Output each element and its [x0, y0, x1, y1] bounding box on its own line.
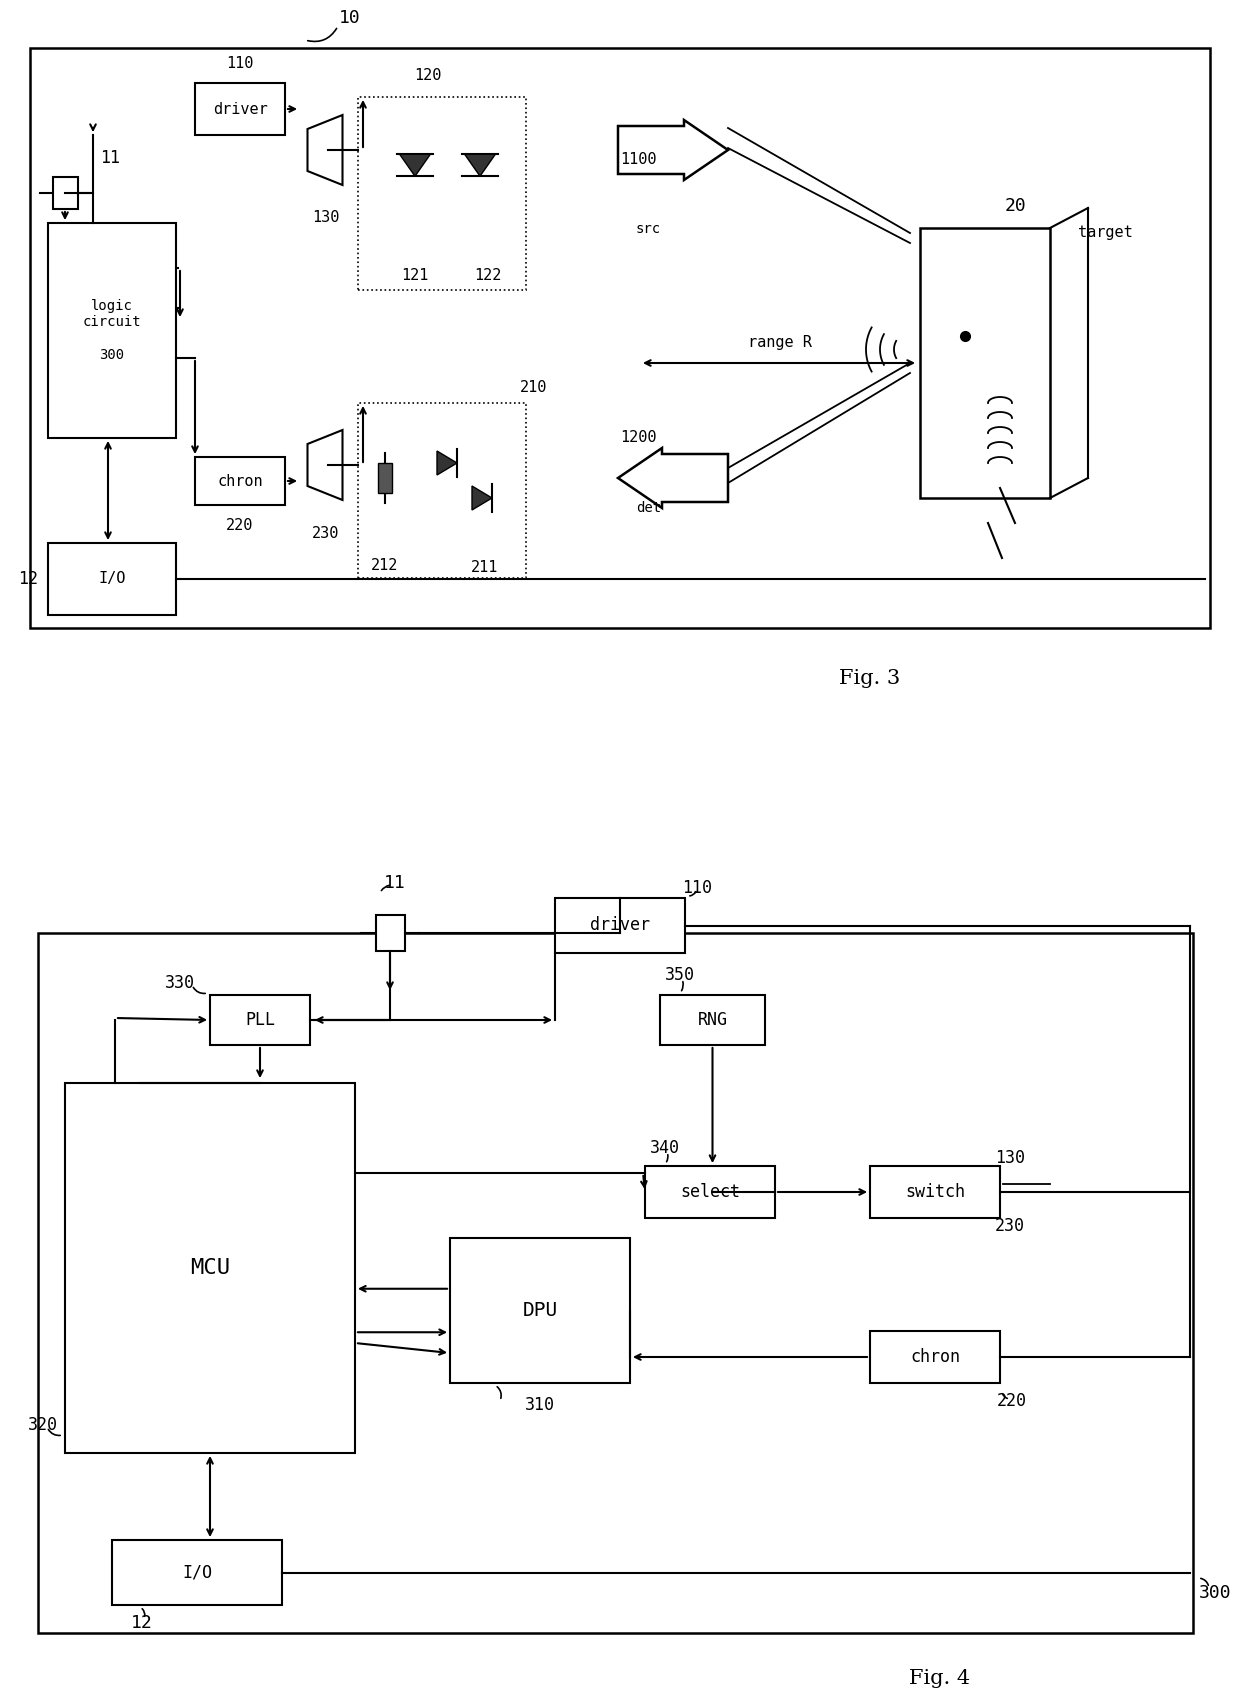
Text: 230: 230	[994, 1217, 1025, 1234]
Text: 300: 300	[1199, 1585, 1231, 1602]
Text: PLL: PLL	[246, 1011, 275, 1029]
Text: MCU: MCU	[190, 1258, 231, 1278]
Text: 20: 20	[1004, 196, 1025, 215]
Text: 120: 120	[414, 68, 441, 83]
Polygon shape	[308, 115, 342, 185]
Bar	[112, 1541, 281, 1605]
Bar	[179, 325, 618, 611]
Text: chron: chron	[217, 474, 263, 489]
Text: I/O: I/O	[182, 1564, 212, 1581]
Bar	[195, 457, 285, 505]
Bar	[48, 223, 176, 438]
Text: chron: chron	[910, 1348, 960, 1366]
Text: 110: 110	[682, 879, 712, 897]
Text: target: target	[1078, 225, 1132, 240]
Polygon shape	[399, 154, 430, 176]
Bar	[358, 403, 526, 577]
Text: Fig. 4: Fig. 4	[909, 1669, 971, 1688]
Bar	[38, 933, 1193, 1634]
Bar	[48, 543, 176, 615]
Polygon shape	[436, 450, 458, 476]
Bar	[52, 178, 77, 208]
Text: 110: 110	[227, 56, 254, 71]
Bar	[920, 229, 1050, 498]
Text: 121: 121	[402, 267, 429, 283]
Text: 122: 122	[475, 267, 502, 283]
Text: 340: 340	[650, 1139, 680, 1156]
Text: RNG: RNG	[697, 1011, 728, 1029]
Text: 10: 10	[339, 8, 361, 27]
Text: det: det	[636, 501, 661, 515]
Bar	[870, 1331, 999, 1383]
Text: src: src	[636, 222, 661, 235]
Bar	[556, 897, 684, 953]
Bar	[645, 1166, 775, 1217]
Text: 211: 211	[471, 560, 498, 576]
Text: 11: 11	[384, 874, 405, 892]
Text: range R: range R	[748, 335, 812, 350]
Text: driver: driver	[212, 102, 268, 117]
Text: select: select	[680, 1183, 740, 1200]
Bar	[378, 462, 392, 493]
Bar	[660, 995, 765, 1045]
Text: 11: 11	[100, 149, 120, 168]
Bar	[179, 58, 618, 320]
Text: I/O: I/O	[98, 572, 125, 586]
Polygon shape	[472, 486, 492, 510]
Text: 1100: 1100	[620, 151, 656, 166]
Text: 320: 320	[29, 1415, 58, 1434]
Bar	[870, 1166, 999, 1217]
Text: 12: 12	[131, 1613, 153, 1632]
Text: 350: 350	[665, 967, 694, 984]
Text: switch: switch	[905, 1183, 965, 1200]
Bar	[358, 97, 526, 290]
Text: 210: 210	[521, 381, 548, 396]
Text: 220: 220	[227, 518, 254, 533]
Text: DPU: DPU	[522, 1300, 558, 1321]
Bar	[450, 1238, 630, 1383]
Text: 130: 130	[312, 210, 340, 225]
Text: 212: 212	[371, 559, 399, 574]
Bar	[195, 83, 285, 135]
Text: 330: 330	[165, 973, 195, 992]
Bar	[64, 1084, 355, 1453]
Text: 130: 130	[994, 1150, 1025, 1166]
Bar	[376, 914, 404, 951]
Text: 12: 12	[19, 571, 38, 587]
Text: 1200: 1200	[620, 430, 656, 445]
Text: 230: 230	[312, 525, 340, 540]
Text: 310: 310	[525, 1397, 556, 1414]
Polygon shape	[308, 430, 342, 499]
Text: logic
circuit

300: logic circuit 300	[83, 300, 141, 362]
Text: driver: driver	[590, 916, 650, 935]
Polygon shape	[465, 154, 496, 176]
Bar	[30, 47, 1210, 628]
Text: Fig. 3: Fig. 3	[839, 669, 900, 687]
Bar	[210, 995, 310, 1045]
Text: 220: 220	[997, 1392, 1027, 1410]
